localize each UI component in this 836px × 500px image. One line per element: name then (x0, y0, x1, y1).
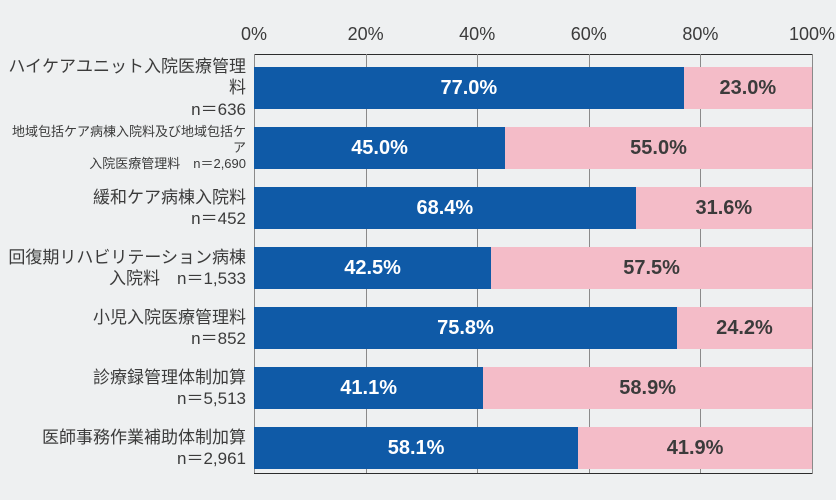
x-tick-label: 0% (241, 24, 267, 45)
bar-segment-2: 23.0% (684, 67, 812, 109)
x-axis-ticks: 0%20%40%60%80%100% (254, 24, 812, 48)
bar-track: 75.8%24.2% (254, 307, 812, 349)
row-label-line1: 医師事務作業補助体制加算 (0, 427, 246, 448)
bar-row: 医師事務作業補助体制加算n＝2,96158.1%41.9% (0, 419, 836, 477)
bar-segment-1: 45.0% (254, 127, 505, 169)
bar-segment-2: 24.2% (677, 307, 812, 349)
row-label-line1: 地域包括ケア病棟入院料及び地域包括ケア (0, 124, 246, 157)
bar-row: ハイケアユニット入院医療管理料n＝63677.0%23.0% (0, 59, 836, 117)
bar-segment-1: 77.0% (254, 67, 684, 109)
row-label-line1: 回復期リハビリテーション病棟 (0, 247, 246, 268)
x-tick-label: 80% (682, 24, 718, 45)
bar-row: 小児入院医療管理料n＝85275.8%24.2% (0, 299, 836, 357)
bar-segment-1: 68.4% (254, 187, 636, 229)
bar-track: 45.0%55.0% (254, 127, 812, 169)
bar-track: 68.4%31.6% (254, 187, 812, 229)
x-tick-label: 40% (459, 24, 495, 45)
row-label: 小児入院医療管理料n＝852 (0, 307, 246, 350)
row-label: 回復期リハビリテーション病棟入院料 n＝1,533 (0, 247, 246, 290)
row-label: 緩和ケア病棟入院料n＝452 (0, 187, 246, 230)
row-label: 診療録管理体制加算n＝5,513 (0, 367, 246, 410)
row-label-line2: n＝636 (0, 99, 246, 120)
stacked-bar-chart: 0%20%40%60%80%100% ハイケアユニット入院医療管理料n＝6367… (0, 0, 836, 500)
bar-row: 回復期リハビリテーション病棟入院料 n＝1,53342.5%57.5% (0, 239, 836, 297)
row-label: 地域包括ケア病棟入院料及び地域包括ケア入院医療管理料 n＝2,690 (0, 124, 246, 173)
x-tick-label: 100% (789, 24, 835, 45)
row-label: 医師事務作業補助体制加算n＝2,961 (0, 427, 246, 470)
bar-segment-2: 57.5% (491, 247, 812, 289)
x-tick-label: 60% (571, 24, 607, 45)
row-label-line2: 入院医療管理料 n＝2,690 (0, 156, 246, 172)
bar-segment-2: 41.9% (578, 427, 812, 469)
row-label-line1: 緩和ケア病棟入院料 (0, 187, 246, 208)
x-tick-label: 20% (348, 24, 384, 45)
row-label: ハイケアユニット入院医療管理料n＝636 (0, 56, 246, 120)
bar-row: 緩和ケア病棟入院料n＝45268.4%31.6% (0, 179, 836, 237)
row-label-line1: 小児入院医療管理料 (0, 307, 246, 328)
row-label-line1: 診療録管理体制加算 (0, 367, 246, 388)
bar-track: 58.1%41.9% (254, 427, 812, 469)
row-label-line2: n＝852 (0, 328, 246, 349)
bar-segment-1: 42.5% (254, 247, 491, 289)
bar-segment-1: 41.1% (254, 367, 483, 409)
bar-row: 地域包括ケア病棟入院料及び地域包括ケア入院医療管理料 n＝2,69045.0%5… (0, 119, 836, 177)
bar-segment-2: 31.6% (636, 187, 812, 229)
row-label-line2: n＝452 (0, 208, 246, 229)
bar-segment-1: 58.1% (254, 427, 578, 469)
bar-row: 診療録管理体制加算n＝5,51341.1%58.9% (0, 359, 836, 417)
bar-track: 41.1%58.9% (254, 367, 812, 409)
row-label-line2: n＝5,513 (0, 388, 246, 409)
bar-rows: ハイケアユニット入院医療管理料n＝63677.0%23.0%地域包括ケア病棟入院… (0, 54, 836, 474)
bar-track: 42.5%57.5% (254, 247, 812, 289)
row-label-line2: n＝2,961 (0, 448, 246, 469)
bar-segment-2: 55.0% (505, 127, 812, 169)
row-label-line2: 入院料 n＝1,533 (0, 268, 246, 289)
bar-segment-2: 58.9% (483, 367, 812, 409)
bar-segment-1: 75.8% (254, 307, 677, 349)
bar-track: 77.0%23.0% (254, 67, 812, 109)
row-label-line1: ハイケアユニット入院医療管理料 (0, 56, 246, 99)
